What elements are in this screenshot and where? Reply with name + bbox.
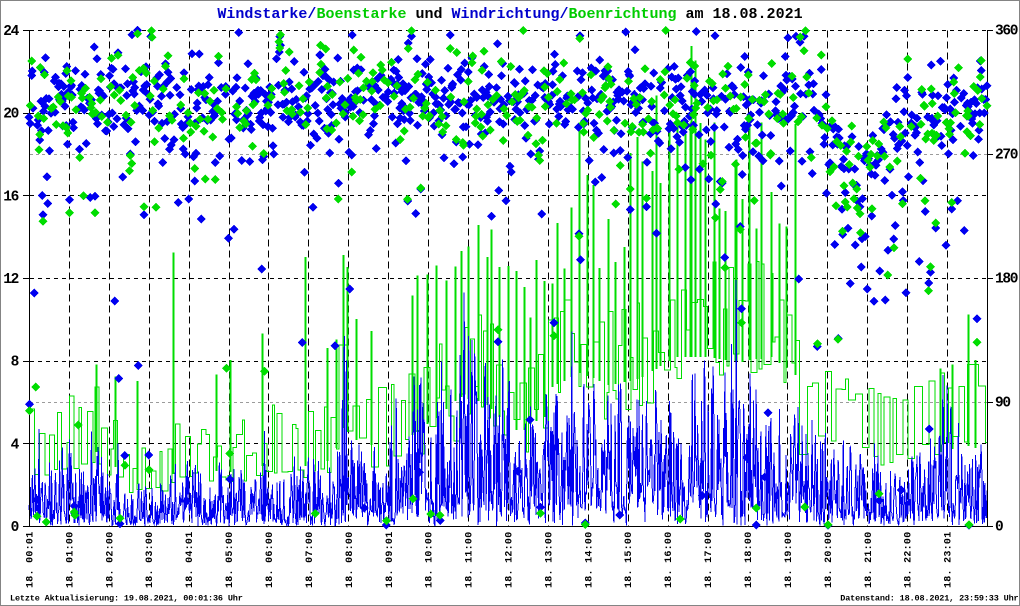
svg-text:16: 16 <box>3 189 18 205</box>
svg-text:18. 03:00: 18. 03:00 <box>145 532 156 589</box>
svg-text:18. 14:00: 18. 14:00 <box>584 532 595 589</box>
svg-text:18. 09:01: 18. 09:01 <box>385 532 396 589</box>
svg-text:18. 10:00: 18. 10:00 <box>425 532 436 589</box>
svg-text:18. 02:00: 18. 02:00 <box>105 532 116 589</box>
svg-text:Datenstand: 18.08.2021, 23:59:: Datenstand: 18.08.2021, 23:59:33 Uhr <box>840 594 1018 604</box>
svg-text:12: 12 <box>3 272 18 288</box>
svg-text:90: 90 <box>995 396 1010 412</box>
svg-text:270: 270 <box>995 148 1018 164</box>
svg-text:18. 05:00: 18. 05:00 <box>225 532 236 589</box>
svg-text:8: 8 <box>11 355 19 371</box>
svg-text:18. 20:00: 18. 20:00 <box>824 532 835 589</box>
svg-text:18. 17:00: 18. 17:00 <box>704 532 715 589</box>
svg-text:18. 23:01: 18. 23:01 <box>944 532 955 589</box>
svg-text:18. 21:00: 18. 21:00 <box>864 532 875 589</box>
svg-text:18. 07:00: 18. 07:00 <box>305 532 316 589</box>
svg-text:360: 360 <box>995 24 1018 40</box>
svg-text:180: 180 <box>995 272 1018 288</box>
svg-text:18. 06:00: 18. 06:00 <box>265 532 276 589</box>
svg-text:4: 4 <box>11 437 20 453</box>
svg-text:Letzte Aktualisierung: 19.08.2: Letzte Aktualisierung: 19.08.2021, 00:01… <box>10 594 243 604</box>
svg-text:0: 0 <box>995 520 1003 536</box>
svg-text:18. 08:00: 18. 08:00 <box>345 532 356 589</box>
svg-text:18. 18:00: 18. 18:00 <box>744 532 755 589</box>
svg-text:18. 15:00: 18. 15:00 <box>624 532 635 589</box>
svg-text:18. 01:00: 18. 01:00 <box>65 532 76 589</box>
svg-text:18. 13:00: 18. 13:00 <box>544 532 555 589</box>
svg-text:18. 19:00: 18. 19:00 <box>784 532 795 589</box>
svg-text:18. 11:00: 18. 11:00 <box>465 532 476 589</box>
svg-text:18. 22:00: 18. 22:00 <box>904 532 915 589</box>
svg-text:18. 12:00: 18. 12:00 <box>505 532 516 589</box>
svg-text:24: 24 <box>3 24 19 40</box>
svg-text:Windstarke/Boenstarke und Wind: Windstarke/Boenstarke und Windrichtung/B… <box>217 6 802 23</box>
svg-text:18. 16:00: 18. 16:00 <box>664 532 675 589</box>
svg-text:20: 20 <box>3 107 18 123</box>
svg-text:0: 0 <box>11 520 19 536</box>
svg-text:18. 04:01: 18. 04:01 <box>185 532 196 589</box>
svg-text:18. 00:01: 18. 00:01 <box>26 532 37 589</box>
